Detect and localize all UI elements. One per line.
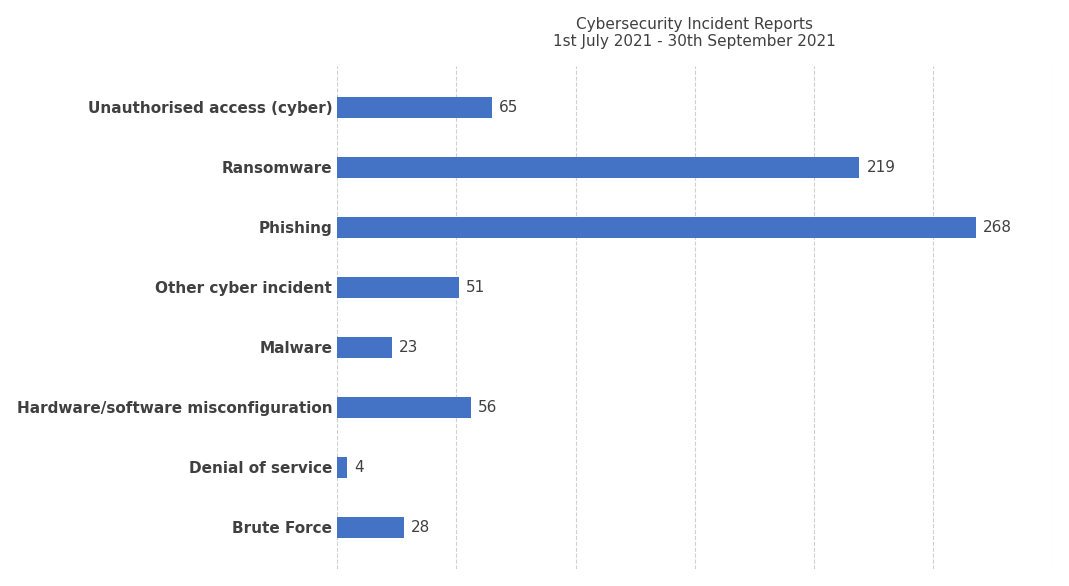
- Bar: [337, 457, 346, 478]
- Text: 56: 56: [478, 400, 497, 415]
- Title: Cybersecurity Incident Reports
1st July 2021 - 30th September 2021: Cybersecurity Incident Reports 1st July …: [554, 16, 836, 49]
- Bar: [337, 157, 859, 178]
- Bar: [337, 517, 404, 538]
- Text: 268: 268: [983, 220, 1012, 235]
- Text: 23: 23: [399, 340, 418, 355]
- Text: 219: 219: [866, 160, 896, 175]
- Text: 51: 51: [466, 280, 485, 295]
- Text: 28: 28: [412, 520, 431, 535]
- Bar: [337, 217, 976, 238]
- Bar: [337, 337, 392, 358]
- Text: 65: 65: [499, 100, 518, 115]
- Bar: [337, 397, 470, 418]
- Bar: [337, 97, 492, 118]
- Bar: [337, 277, 459, 298]
- Text: 4: 4: [354, 460, 363, 475]
